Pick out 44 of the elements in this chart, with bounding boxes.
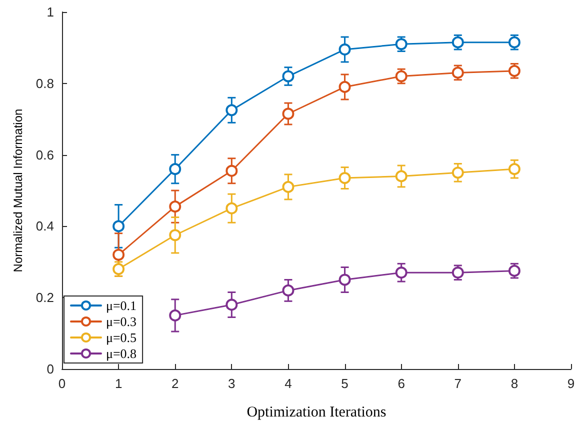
point [226, 164, 238, 177]
point [112, 220, 125, 232]
x-tick-label: 6 [398, 376, 405, 391]
point [395, 170, 408, 182]
y-tick-label: 0.4 [36, 218, 54, 234]
point [226, 104, 238, 116]
point [508, 163, 520, 176]
y-tick-label: 0 [46, 362, 54, 376]
point [282, 284, 294, 296]
x-tick-label: 4 [284, 376, 292, 391]
point [338, 80, 351, 93]
x-tick-label: 1 [114, 376, 122, 391]
point [338, 172, 351, 184]
point [169, 163, 182, 176]
point [452, 166, 464, 179]
x-tick-label: 5 [341, 376, 348, 391]
y-axis-title: Normalized Mutual Information [11, 108, 25, 272]
x-axis-title: Optimization Iterations [246, 404, 386, 420]
point [226, 202, 238, 214]
x-tick-label: 2 [171, 376, 179, 391]
x-tick-label: 9 [567, 376, 575, 391]
x-tick-label: 7 [454, 376, 462, 391]
x-tick-label: 3 [228, 376, 236, 391]
legend-label: μ=0.3 [106, 314, 137, 329]
y-tick-label: 0.2 [36, 290, 54, 306]
point [395, 266, 408, 279]
y-tick-label: 0.8 [36, 76, 54, 91]
point [169, 229, 182, 242]
point [282, 180, 294, 193]
point [112, 248, 125, 261]
y-tick-label: 0.6 [36, 147, 54, 162]
legend-label: μ=0.8 [106, 346, 137, 361]
x-tick-label: 8 [510, 376, 518, 391]
point [169, 309, 182, 322]
point [282, 70, 294, 82]
legend-label: μ=0.5 [106, 330, 137, 345]
point [282, 108, 294, 120]
point [226, 298, 238, 311]
x-tick-label: 0 [58, 376, 66, 391]
point [338, 43, 351, 56]
point [169, 200, 182, 213]
legend-label: μ=0.1 [106, 298, 137, 313]
y-tick-label: 1 [46, 4, 54, 20]
point [338, 274, 351, 286]
